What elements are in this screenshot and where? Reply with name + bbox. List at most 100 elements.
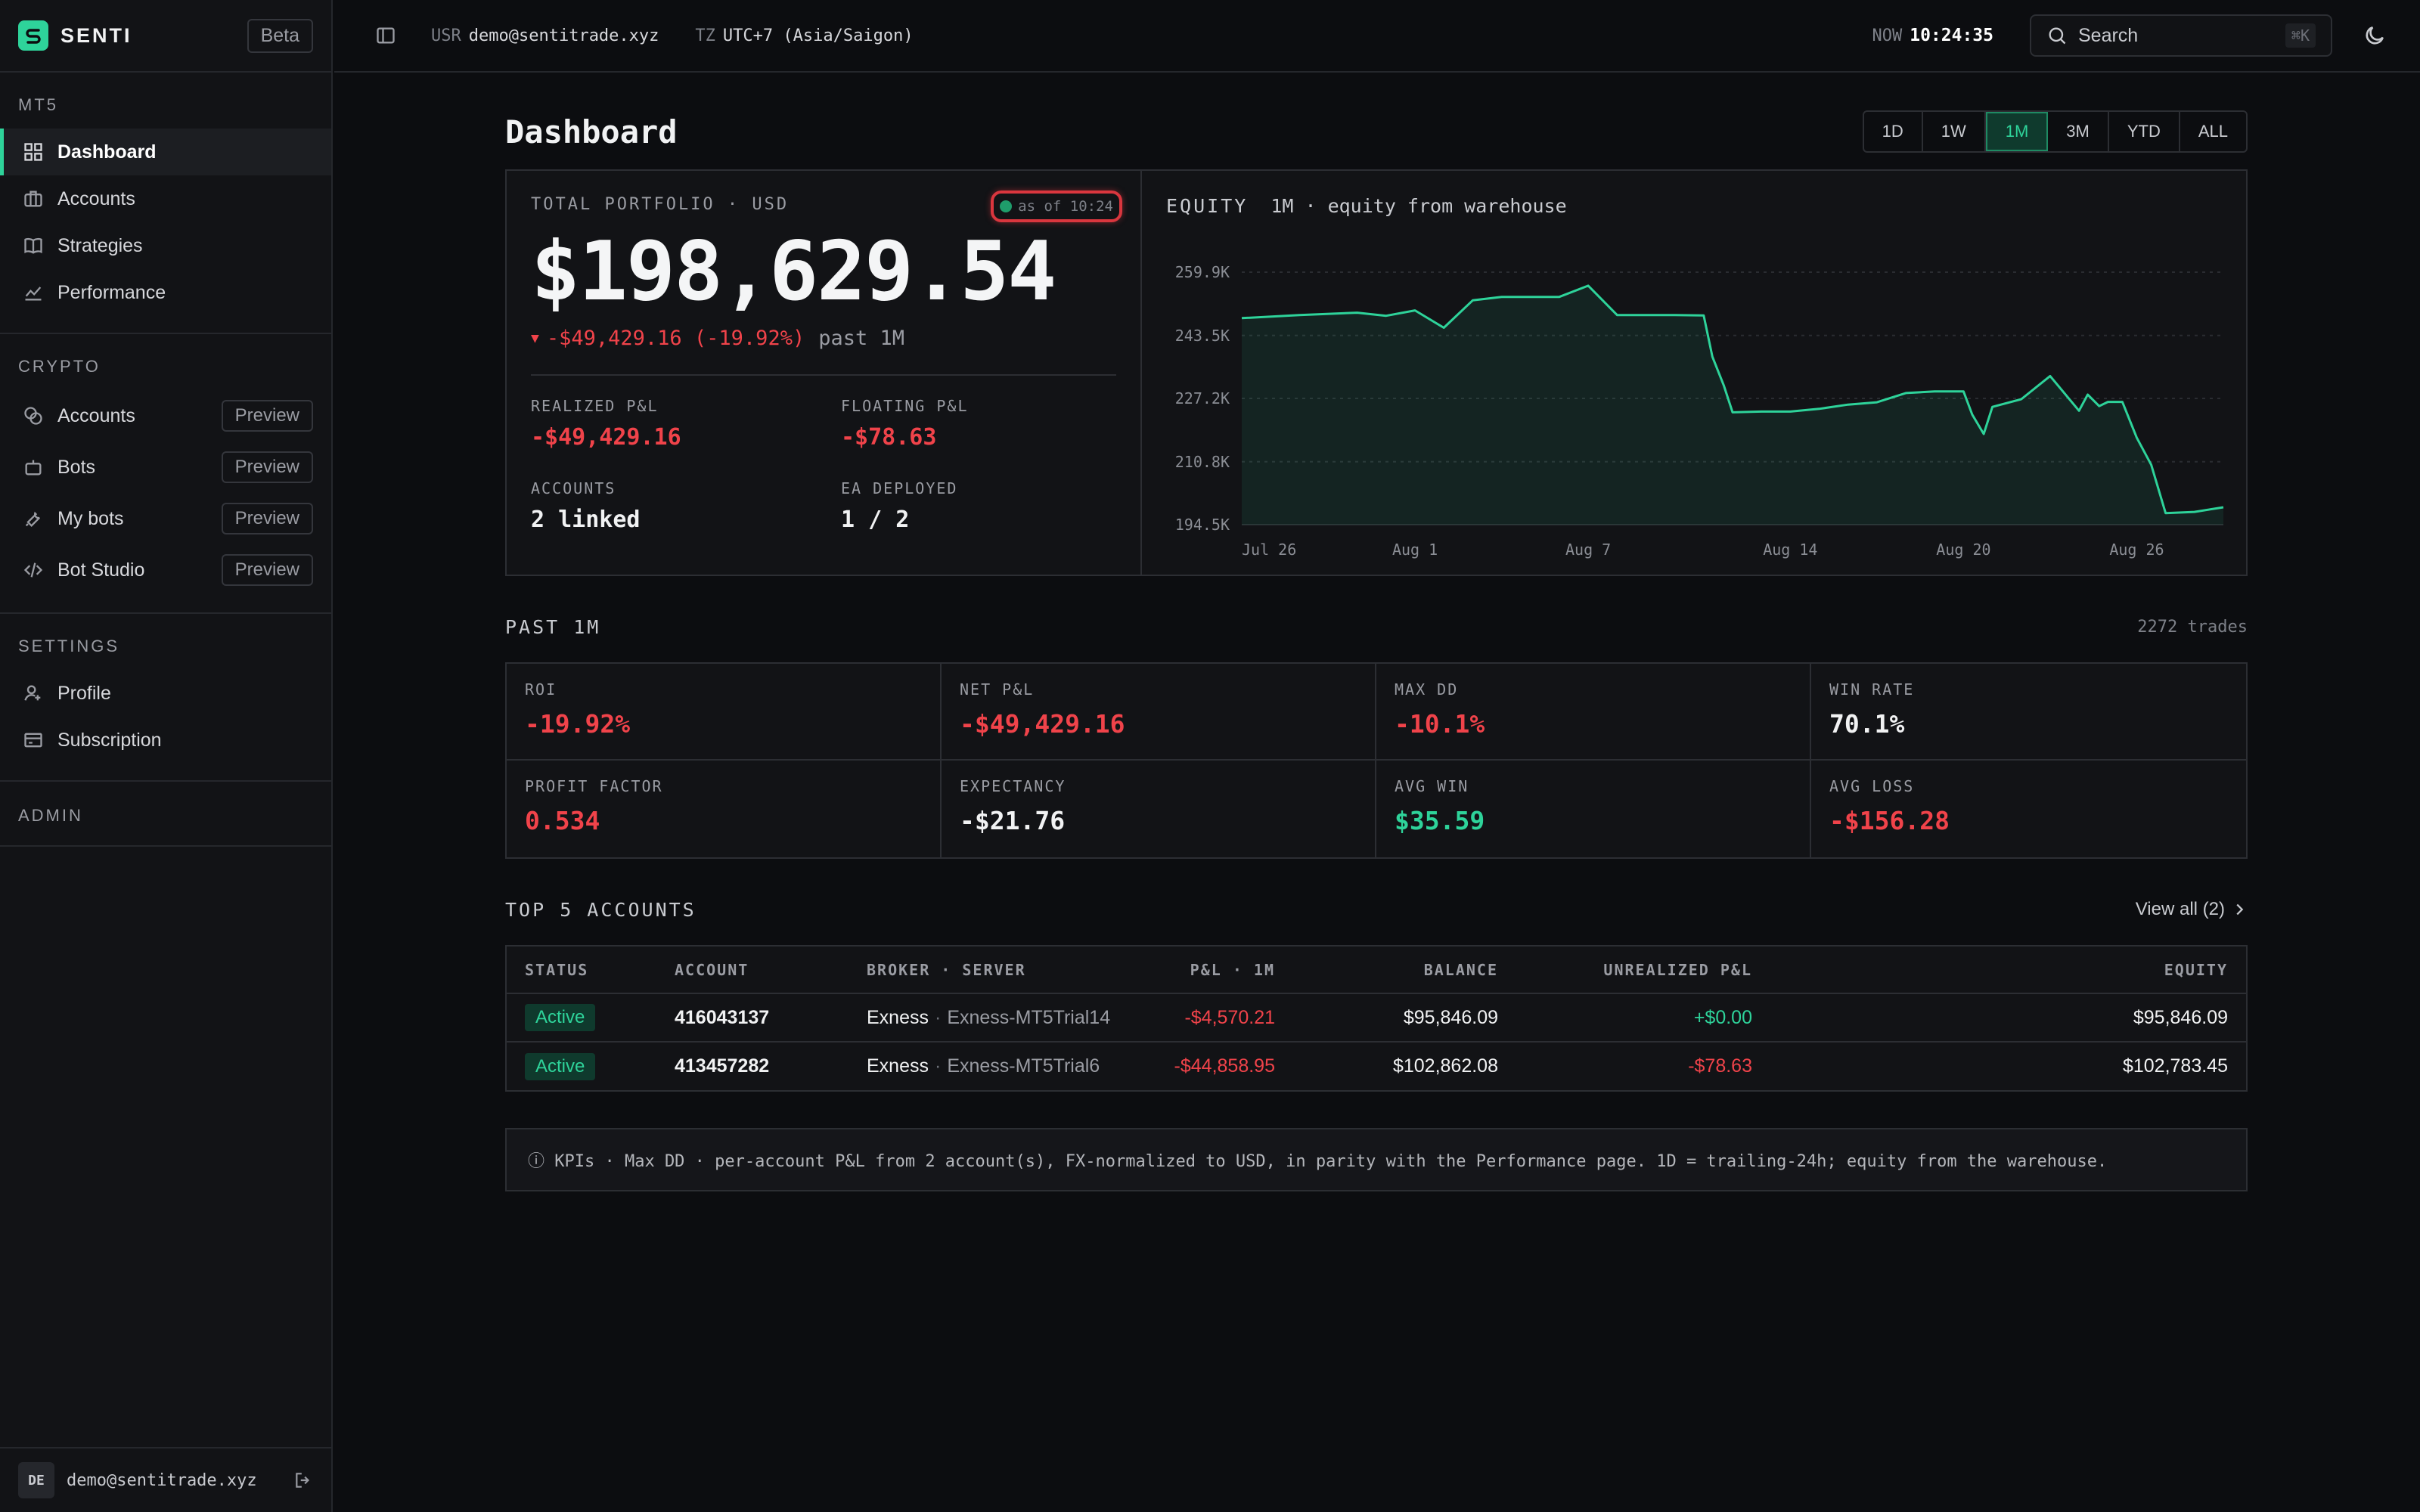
range-ytd[interactable]: YTD <box>2109 112 2180 151</box>
section-title: ADMIN <box>18 806 83 825</box>
kpi-label: WIN RATE <box>1829 680 1915 699</box>
broker-name: Exness <box>867 1006 929 1028</box>
page-title: Dashboard <box>505 113 678 150</box>
pnl-value: -$4,570.21 <box>1124 993 1275 1043</box>
y-tick-label: 259.9K <box>1175 263 1230 281</box>
view-all-label: View all (2) <box>2135 899 2225 919</box>
equity-value: $95,846.09 <box>1752 993 2246 1043</box>
kpi-value: -10.1% <box>1395 709 1485 739</box>
sidebar-item-crypto-accounts[interactable]: Accounts Preview <box>0 390 331 442</box>
table-row[interactable]: Active 416043137 Exness · Exness-MT5Trial1… <box>507 993 2246 1043</box>
kpi-label: NET P&L <box>960 680 1035 699</box>
equity-line <box>1241 284 2224 515</box>
user-icon <box>24 685 41 701</box>
user-email: demo@sentitrade.xyz <box>67 1470 257 1490</box>
stat-label: ACCOUNTS <box>531 479 616 497</box>
kpi-value: -$156.28 <box>1829 806 1950 835</box>
range-3m[interactable]: 3M <box>2048 112 2109 151</box>
top-header: USR demo@sentitrade.xyz TZ UTC+7 (Asia/S… <box>334 0 2420 73</box>
kpi-value: -$49,429.16 <box>960 709 1125 739</box>
delta-period: past 1M <box>818 327 905 350</box>
trade-count: 2272 trades <box>2137 617 2248 637</box>
nav-section-admin: ADMIN <box>0 782 331 847</box>
kpi-avg-loss: AVG LOSS -$156.28 <box>1811 761 2246 857</box>
sidebar-item-label: Dashboard <box>57 141 157 163</box>
status-badge: Active <box>525 1004 596 1031</box>
sidebar-item-dashboard[interactable]: Dashboard <box>0 129 331 175</box>
sidebar-item-label: Accounts <box>57 187 135 209</box>
sidebar-item-profile[interactable]: Profile <box>0 670 331 717</box>
table-row[interactable]: Active 413457282 Exness · Exness-MT5Trial6… <box>507 1042 2246 1090</box>
brand-name: SENTI <box>60 23 132 47</box>
sidebar-item-accounts[interactable]: Accounts <box>0 175 331 222</box>
sidebar-item-label: Performance <box>57 281 166 303</box>
kpi-profit-factor: PROFIT FACTOR 0.534 <box>507 761 942 857</box>
sidebar-item-strategies[interactable]: Strategies <box>0 222 331 269</box>
tz-label: TZ <box>695 26 715 45</box>
equity-header: EQUITY 1M · equity from warehouse <box>1166 195 2222 217</box>
logout-icon[interactable] <box>293 1470 313 1490</box>
sidebar-item-subscription[interactable]: Subscription <box>0 717 331 764</box>
x-tick-label: Aug 7 <box>1565 541 1611 559</box>
line-chart-icon <box>25 287 42 301</box>
as-of-badge: as of 10:24 <box>991 191 1122 222</box>
portfolio-label: TOTAL PORTFOLIO · USD <box>531 195 790 214</box>
now-value: 10:24:35 <box>1910 26 1993 45</box>
x-tick-label: Aug 20 <box>1936 541 1990 559</box>
equity-chart[interactable]: 194.5K 210.8K 227.2K 243.5K 259.9K Jul 26 Aug … <box>1142 239 2246 572</box>
divider <box>531 374 1116 376</box>
user-footer: DE demo@sentitrade.xyz <box>0 1447 331 1512</box>
sidebar-item-label: Subscription <box>57 729 162 751</box>
kpi-max-dd: MAX DD -10.1% <box>1376 664 1811 761</box>
section-title: CRYPTO <box>18 357 101 376</box>
broker-server: Exness · Exness-MT5Trial6 <box>867 1055 1100 1077</box>
range-1d[interactable]: 1D <box>1864 112 1923 151</box>
briefcase-icon <box>24 191 42 207</box>
sidebar-item-bots[interactable]: Bots Preview <box>0 442 331 493</box>
y-tick-label: 243.5K <box>1175 327 1230 345</box>
unrealized-value: -$78.63 <box>1688 1055 1752 1077</box>
accounts-title: TOP 5 ACCOUNTS <box>505 898 697 921</box>
stat-value: -$78.63 <box>841 424 937 451</box>
sidebar-toggle-icon[interactable] <box>375 25 396 46</box>
nav-section-settings: SETTINGS Profile Subscription <box>0 614 331 782</box>
moon-icon[interactable] <box>2363 23 2387 48</box>
sidebar-item-my-bots[interactable]: My bots Preview <box>0 493 331 544</box>
sidebar: SENTI Beta MT5 Dashboard Accounts Strate… <box>0 0 333 1512</box>
range-all[interactable]: ALL <box>2198 122 2228 141</box>
view-all-link[interactable]: View all (2) <box>2136 899 2248 920</box>
sidebar-item-bot-studio[interactable]: Bot Studio Preview <box>0 544 331 596</box>
kpi-expectancy: EXPECTANCY -$21.76 <box>942 761 1376 857</box>
equity-panel: EQUITY 1M · equity from warehouse 194.5K… <box>1142 171 2246 575</box>
search-shortcut: ⌘K <box>2285 23 2316 48</box>
portfolio-total: $198,629.54 <box>531 225 1056 319</box>
code-icon <box>23 562 43 578</box>
range-selector: 1D 1W 1M 3M YTD ALL <box>1862 110 2248 153</box>
portfolio-delta: ▼ -$49,429.16 (-19.92%) past 1M <box>531 327 1116 350</box>
x-tick-label: Aug 14 <box>1763 541 1817 559</box>
col-pnl: P&L · 1M <box>1124 947 1275 994</box>
nav-section-mt5: MT5 Dashboard Accounts Strategies Perfor… <box>0 73 331 334</box>
coins-icon <box>24 407 42 425</box>
sidebar-item-label: Strategies <box>57 234 143 256</box>
col-equity: EQUITY <box>1752 947 2246 994</box>
brand-bar: SENTI Beta <box>0 0 331 73</box>
info-note: ⓘ KPIs · Max DD · per-account P&L from 2… <box>505 1128 2248 1191</box>
kpi-label: AVG LOSS <box>1829 777 1915 795</box>
y-tick-label: 227.2K <box>1175 389 1230 407</box>
avatar[interactable]: DE <box>18 1462 54 1498</box>
sidebar-item-performance[interactable]: Performance <box>0 269 331 316</box>
search-placeholder: Search <box>2078 24 2139 46</box>
range-1w[interactable]: 1W <box>1923 112 1986 151</box>
tz-value: UTC+7 (Asia/Saigon) <box>722 26 914 45</box>
x-tick-label: Jul 26 <box>1242 541 1296 559</box>
delta-value: -$49,429.16 (-19.92%) <box>546 327 805 350</box>
range-1m[interactable]: 1M <box>1985 112 2049 151</box>
kpi-net-p-l: NET P&L -$49,429.16 <box>942 664 1376 761</box>
accounts-count: ACCOUNTS 2 linked <box>531 479 841 533</box>
broker-name: Exness <box>867 1055 929 1077</box>
search-input[interactable]: Search ⌘K <box>2030 14 2332 57</box>
usr-label: USR <box>431 26 461 45</box>
as-of-text: as of 10:24 <box>1018 198 1113 215</box>
logo-icon[interactable] <box>18 20 48 51</box>
